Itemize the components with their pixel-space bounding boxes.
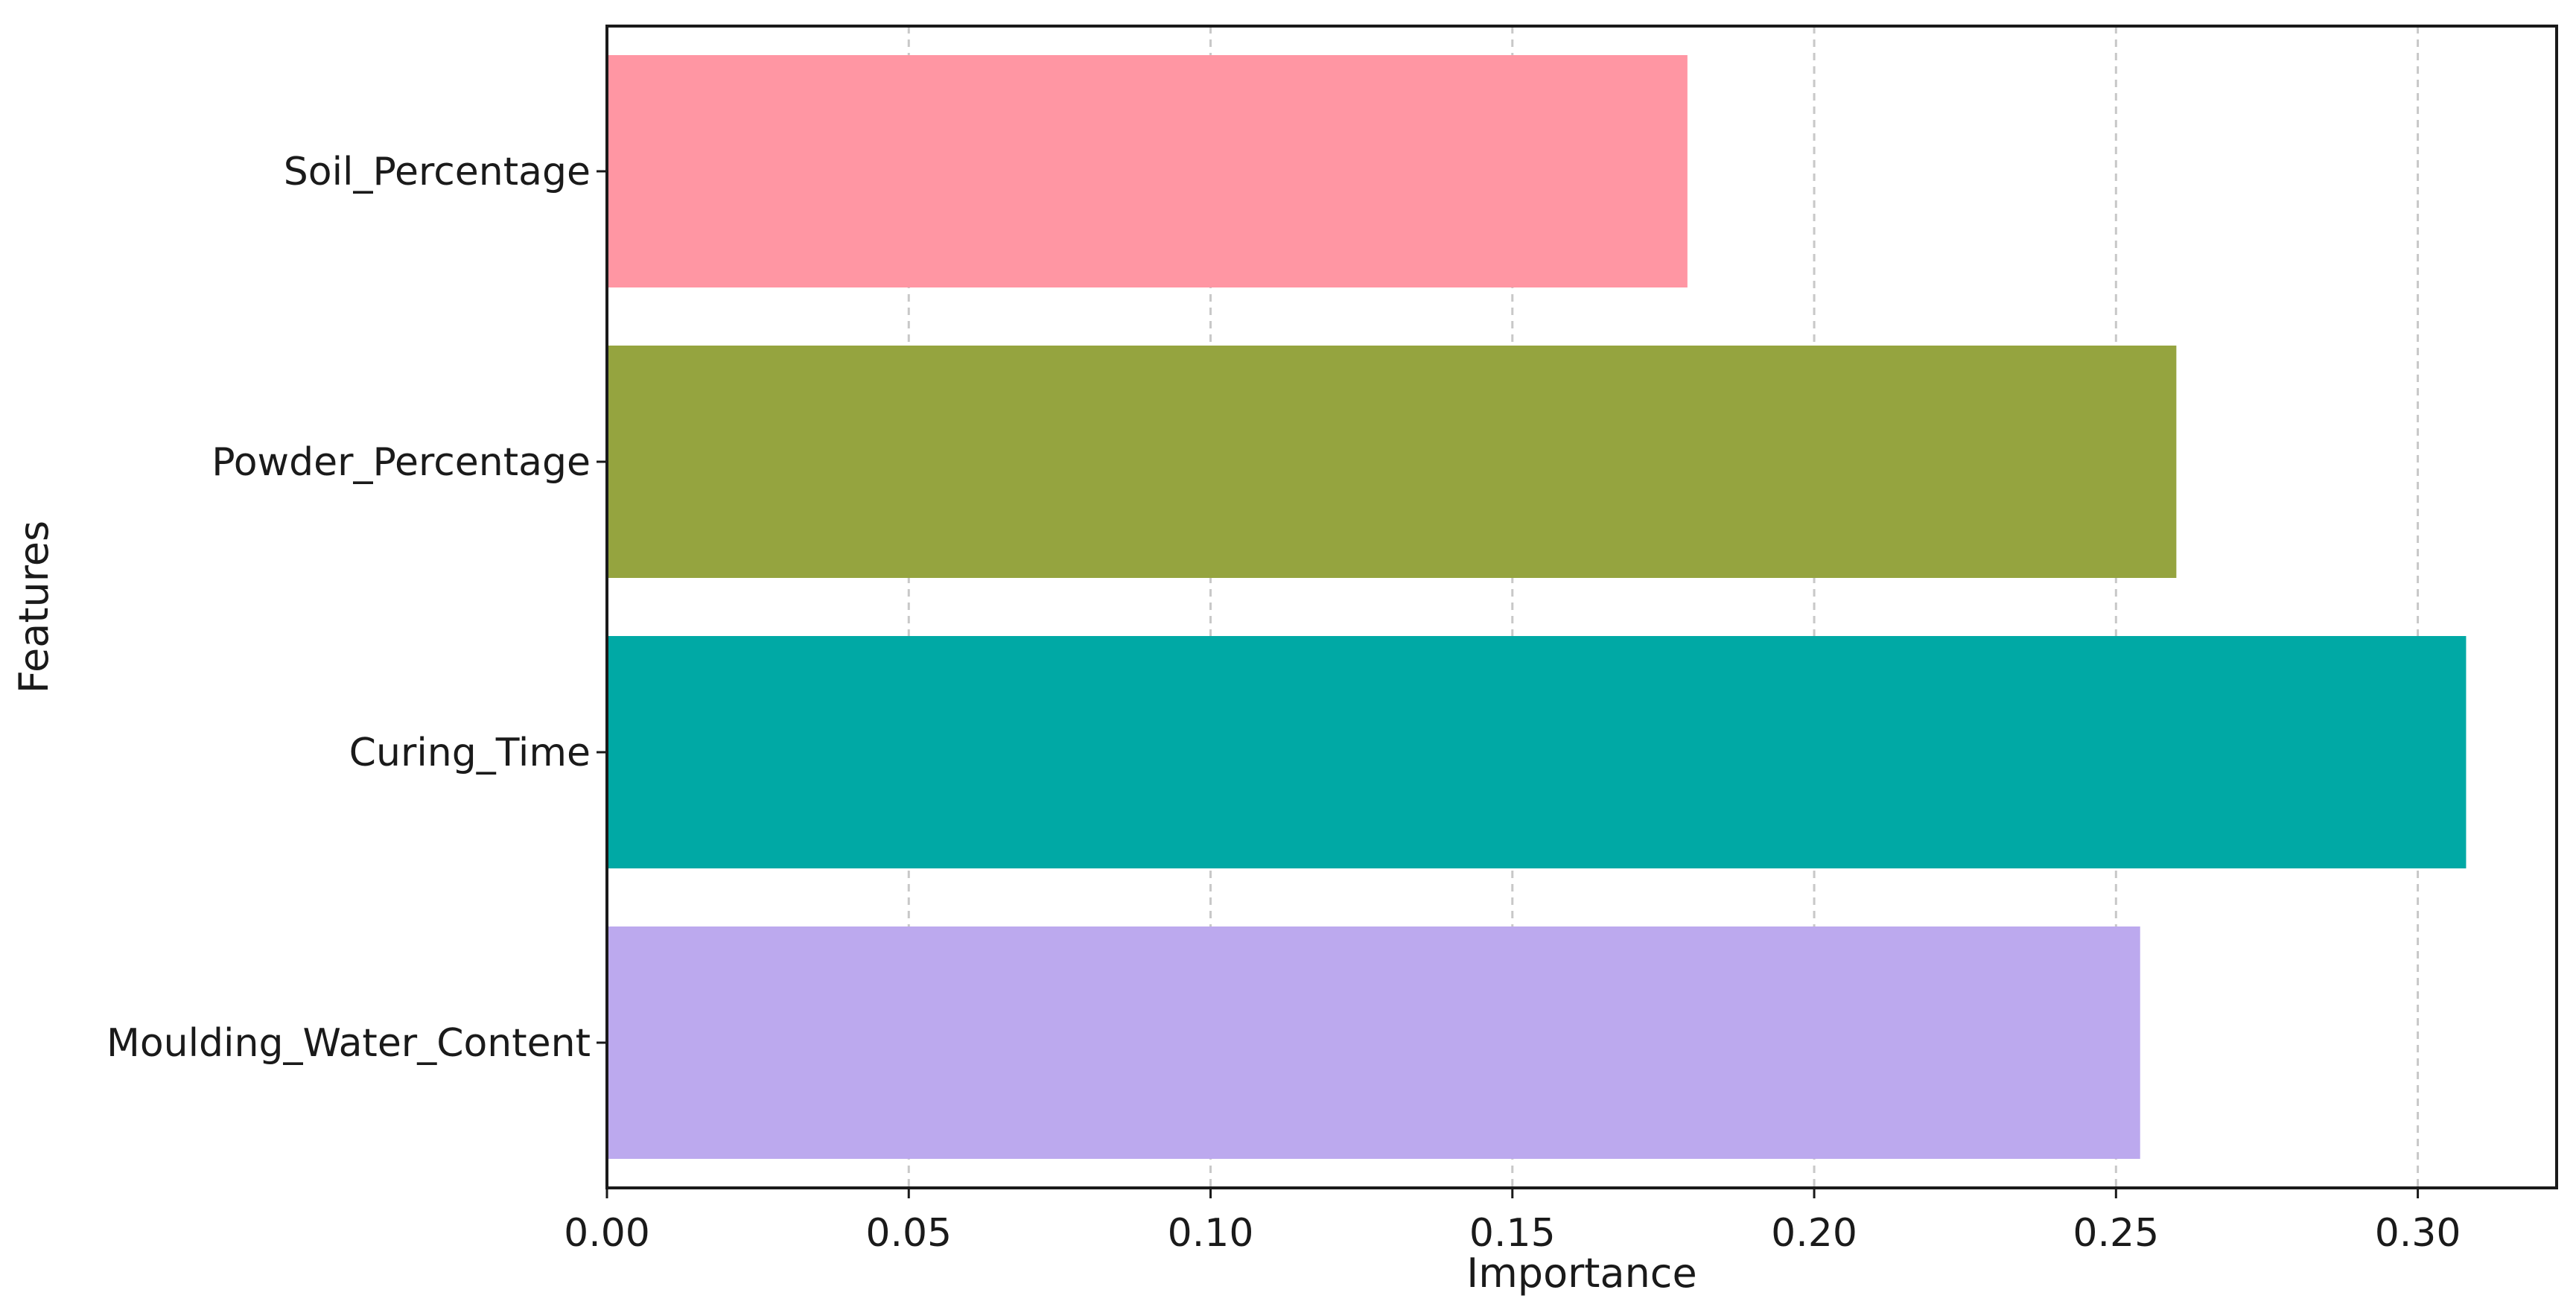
x-tick-label: 0.20 bbox=[1771, 1211, 1857, 1256]
y-axis-ticks: Soil_Percentage Powder_Percentage Curing_T… bbox=[106, 150, 607, 1066]
x-axis-title: Importance bbox=[1466, 1250, 1696, 1297]
y-tick-label: Moulding_Water_Content bbox=[106, 1021, 591, 1066]
bar-curing-time bbox=[607, 636, 2467, 868]
bar-moulding-water-content bbox=[607, 926, 2140, 1159]
bar-soil-percentage bbox=[607, 55, 1688, 287]
y-tick-label: Curing_Time bbox=[349, 731, 591, 775]
x-tick-label: 0.25 bbox=[2073, 1211, 2159, 1256]
y-tick-label: Powder_Percentage bbox=[212, 440, 591, 485]
bars bbox=[607, 55, 2467, 1159]
x-tick-label: 0.00 bbox=[564, 1211, 650, 1256]
plot-frame bbox=[605, 25, 2558, 1189]
x-tick-label: 0.15 bbox=[1469, 1211, 1556, 1256]
bar-powder-percentage bbox=[607, 346, 2177, 578]
x-axis-ticks: 0.00 0.05 0.10 0.15 0.20 0.25 0.30 bbox=[564, 1188, 2461, 1256]
y-axis-title: Features bbox=[10, 521, 57, 693]
x-tick-label: 0.10 bbox=[1168, 1211, 1254, 1256]
y-tick-label: Soil_Percentage bbox=[284, 150, 591, 194]
x-tick-label: 0.05 bbox=[865, 1211, 952, 1256]
x-tick-label: 0.30 bbox=[2375, 1211, 2461, 1256]
